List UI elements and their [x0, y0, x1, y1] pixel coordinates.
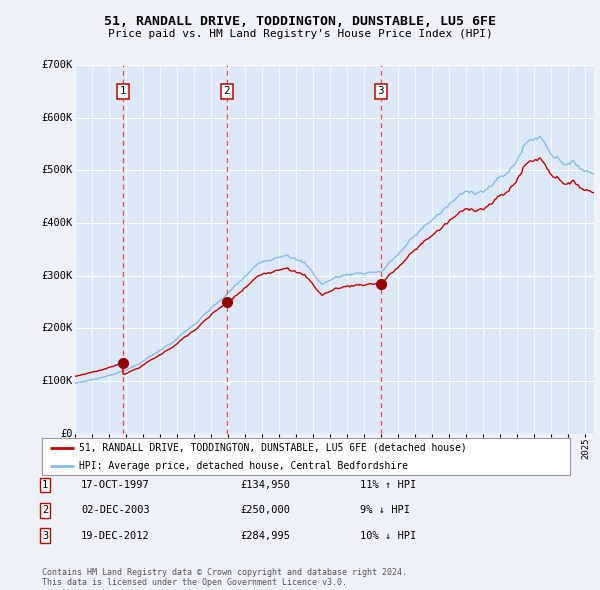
Text: £134,950: £134,950	[240, 480, 290, 490]
Text: £300K: £300K	[41, 271, 73, 281]
Text: 17-OCT-1997: 17-OCT-1997	[81, 480, 150, 490]
Text: £284,995: £284,995	[240, 531, 290, 540]
Text: £400K: £400K	[41, 218, 73, 228]
Text: £100K: £100K	[41, 376, 73, 386]
Text: Contains HM Land Registry data © Crown copyright and database right 2024.
This d: Contains HM Land Registry data © Crown c…	[42, 568, 407, 587]
Text: 11% ↑ HPI: 11% ↑ HPI	[360, 480, 416, 490]
Text: 51, RANDALL DRIVE, TODDINGTON, DUNSTABLE, LU5 6FE: 51, RANDALL DRIVE, TODDINGTON, DUNSTABLE…	[104, 15, 496, 28]
Text: 1: 1	[119, 86, 126, 96]
Text: 9% ↓ HPI: 9% ↓ HPI	[360, 506, 410, 515]
Text: £700K: £700K	[41, 60, 73, 70]
Text: £600K: £600K	[41, 113, 73, 123]
Text: Price paid vs. HM Land Registry's House Price Index (HPI): Price paid vs. HM Land Registry's House …	[107, 30, 493, 39]
Text: 2: 2	[223, 86, 230, 96]
Text: 10% ↓ HPI: 10% ↓ HPI	[360, 531, 416, 540]
Text: 51, RANDALL DRIVE, TODDINGTON, DUNSTABLE, LU5 6FE (detached house): 51, RANDALL DRIVE, TODDINGTON, DUNSTABLE…	[79, 443, 467, 453]
Text: HPI: Average price, detached house, Central Bedfordshire: HPI: Average price, detached house, Cent…	[79, 461, 408, 471]
Text: 19-DEC-2012: 19-DEC-2012	[81, 531, 150, 540]
Text: 1: 1	[42, 480, 48, 490]
Text: £200K: £200K	[41, 323, 73, 333]
Text: 2: 2	[42, 506, 48, 515]
Text: £500K: £500K	[41, 165, 73, 175]
Text: 3: 3	[377, 86, 384, 96]
Text: £250,000: £250,000	[240, 506, 290, 515]
Text: 3: 3	[42, 531, 48, 540]
Text: 02-DEC-2003: 02-DEC-2003	[81, 506, 150, 515]
Text: £0: £0	[60, 429, 73, 438]
